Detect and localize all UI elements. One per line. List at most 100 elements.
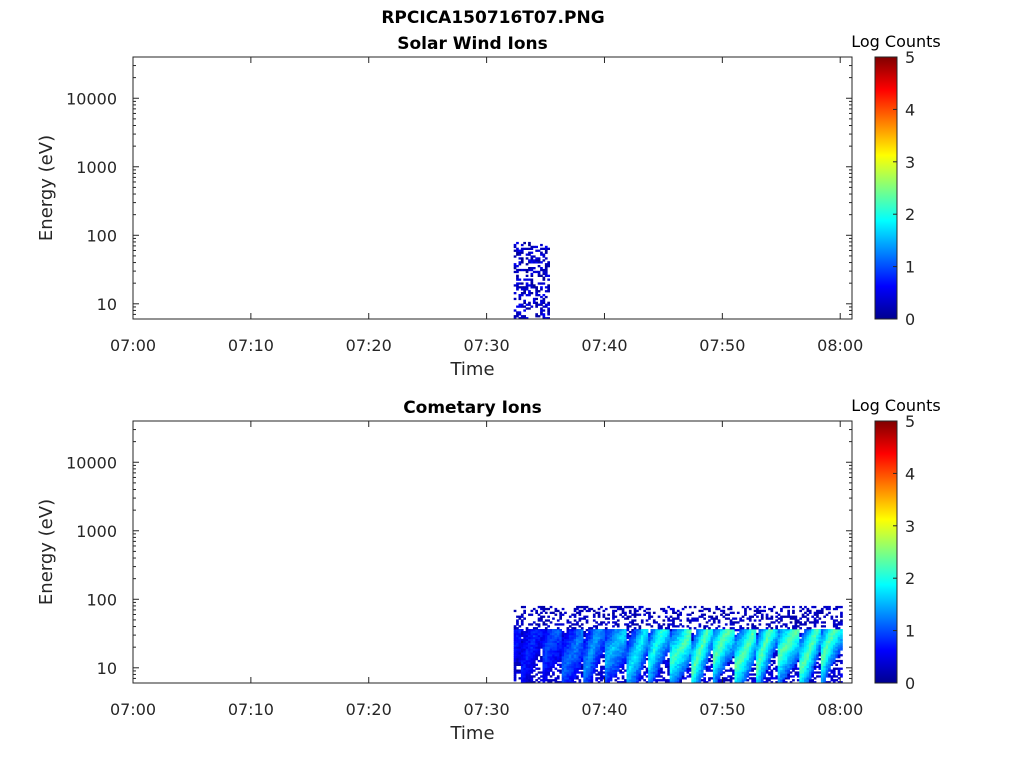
- spectrogram-cell: [556, 636, 560, 640]
- spectrogram-cell: [748, 654, 752, 657]
- spectrogram-cell: [681, 677, 685, 680]
- spectrogram-cell: [763, 631, 766, 634]
- spectrogram-cell: [676, 632, 680, 636]
- spectrogram-cell: [676, 613, 680, 616]
- spectrogram-cell: [537, 636, 541, 640]
- spectrogram-cell: [525, 627, 529, 630]
- spectrogram-cell: [523, 315, 526, 318]
- spectrogram-cell: [660, 669, 663, 672]
- y-tick-label: 1000: [76, 522, 117, 541]
- spectrogram-cell: [628, 605, 632, 609]
- spectrogram-cell: [564, 675, 567, 678]
- spectrogram-cell: [674, 611, 678, 614]
- spectrogram-cell: [768, 646, 771, 649]
- spectrogram-cell: [679, 640, 682, 643]
- spectrogram-cell: [518, 297, 522, 301]
- spectrogram-cell: [799, 667, 802, 670]
- spectrogram-cell: [528, 679, 531, 682]
- spectrogram-cell: [516, 249, 519, 252]
- spectrogram-cell: [684, 654, 687, 657]
- spectrogram-cell: [576, 640, 579, 643]
- spectrogram-cell: [758, 644, 762, 647]
- spectrogram-cell: [835, 632, 838, 636]
- spectrogram-cell: [556, 632, 560, 636]
- spectrogram-cell: [544, 652, 548, 655]
- spectrogram-cell: [823, 615, 826, 618]
- spectrogram-cell: [650, 636, 654, 640]
- spectrogram-cell: [600, 675, 603, 678]
- spectrogram-cell: [549, 611, 553, 614]
- spectrogram-cell: [674, 648, 678, 651]
- spectrogram-cell: [722, 632, 726, 636]
- spectrogram-cell: [751, 640, 754, 643]
- spectrogram-cell: [696, 617, 699, 620]
- spectrogram-cell: [636, 659, 639, 663]
- spectrogram-cell: [804, 648, 807, 651]
- spectrogram-cell: [518, 659, 522, 663]
- spectrogram-cell: [600, 638, 603, 641]
- spectrogram-cell: [528, 663, 531, 666]
- spectrogram-cell: [799, 640, 802, 643]
- spectrogram-cell: [691, 656, 694, 659]
- spectrogram-cell: [787, 611, 790, 614]
- spectrogram-cell: [712, 669, 716, 672]
- spectrogram-cell: [609, 667, 613, 670]
- spectrogram-cell: [559, 654, 562, 657]
- spectrogram-cell: [679, 629, 682, 632]
- spectrogram-cell: [732, 631, 735, 634]
- spectrogram-cell: [746, 661, 750, 665]
- spectrogram-cell: [705, 621, 709, 624]
- spectrogram-cell: [657, 636, 661, 640]
- spectrogram-cell: [530, 247, 534, 250]
- spectrogram-cell: [657, 638, 661, 641]
- spectrogram-cell: [820, 607, 824, 611]
- spectrogram-cell: [602, 632, 606, 636]
- spectrogram-cell: [544, 648, 548, 651]
- spectrogram-cell: [540, 658, 543, 661]
- spectrogram-cell: [516, 640, 519, 643]
- spectrogram-cell: [530, 656, 534, 659]
- spectrogram-cell: [832, 607, 836, 611]
- spectrogram-cell: [636, 679, 639, 682]
- spectrogram-cell: [544, 265, 548, 268]
- spectrogram-cell: [544, 272, 548, 276]
- spectrogram-cell: [794, 615, 798, 618]
- spectrogram-cell: [650, 669, 654, 672]
- spectrogram-cell: [794, 629, 798, 632]
- spectrogram-cell: [796, 675, 800, 678]
- spectrogram-cell: [638, 632, 642, 636]
- spectrogram-cell: [540, 617, 543, 620]
- spectrogram-cell: [616, 634, 620, 638]
- spectrogram-cell: [616, 656, 620, 659]
- spectrogram-cell: [554, 681, 558, 684]
- spectrogram-cell: [590, 669, 594, 672]
- spectrogram-cell: [616, 642, 620, 645]
- spectrogram-cell: [686, 646, 690, 649]
- spectrogram-cell: [686, 665, 690, 668]
- spectrogram-cell: [583, 652, 586, 655]
- spectrogram-cell: [595, 679, 598, 682]
- spectrogram-cell: [676, 648, 680, 651]
- spectrogram-cell: [602, 667, 606, 670]
- spectrogram-cell: [763, 636, 766, 640]
- spectrogram-cell: [626, 665, 630, 668]
- spectrogram-cell: [736, 675, 740, 678]
- spectrogram-cell: [542, 675, 546, 678]
- spectrogram-cell: [765, 640, 769, 643]
- spectrogram-cell: [703, 646, 706, 649]
- spectrogram-cell: [624, 617, 627, 620]
- spectrogram-cell: [667, 623, 670, 626]
- spectrogram-cell: [806, 607, 810, 611]
- spectrogram-cell: [612, 658, 615, 661]
- spectrogram-cell: [580, 671, 584, 674]
- spectrogram-cell: [525, 658, 529, 661]
- spectrogram-cell: [556, 650, 560, 653]
- spectrogram-cell: [621, 650, 625, 653]
- spectrogram-cell: [746, 675, 750, 678]
- spectrogram-cell: [698, 679, 702, 682]
- spectrogram-cell: [787, 648, 790, 651]
- spectrogram-cell: [703, 650, 706, 653]
- spectrogram-cell: [554, 679, 558, 682]
- spectrogram-cell: [650, 615, 654, 618]
- spectrogram-cell: [540, 282, 543, 285]
